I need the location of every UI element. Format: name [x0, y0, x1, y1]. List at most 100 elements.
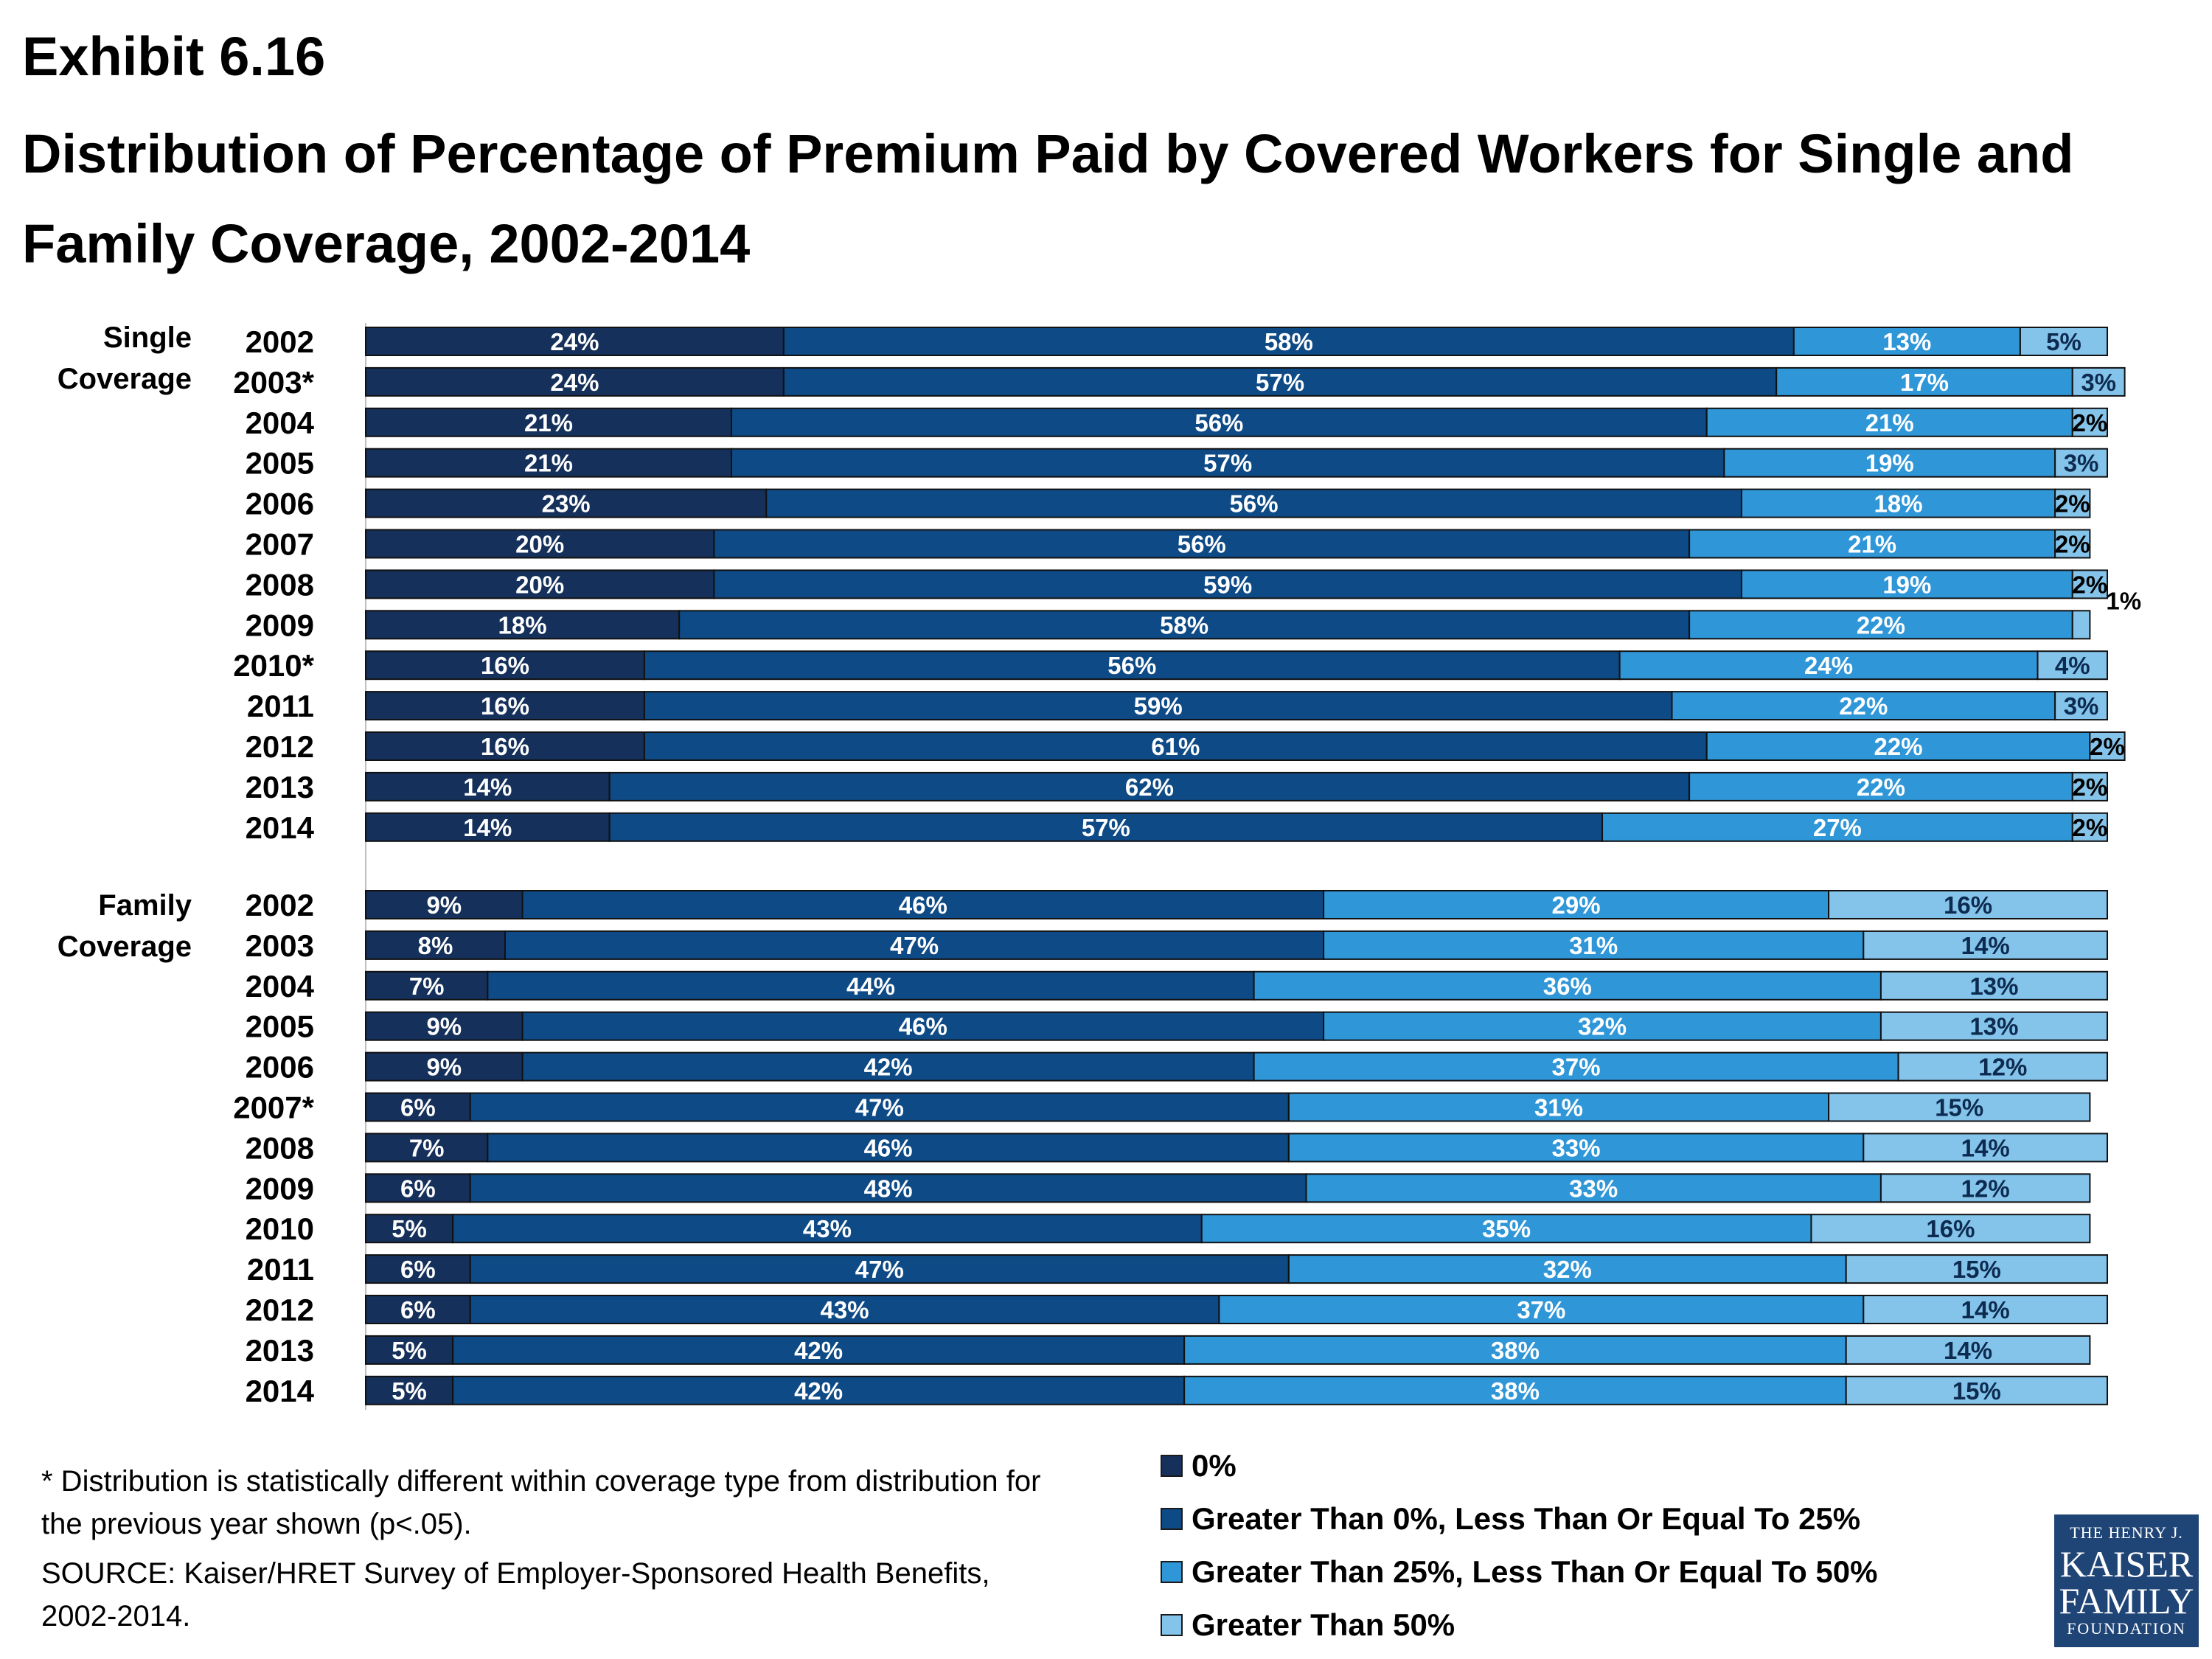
data-label: 15%	[1952, 1256, 2001, 1283]
data-label: 43%	[803, 1215, 852, 1242]
data-label: 9%	[426, 891, 462, 919]
data-label: 2%	[2090, 733, 2125, 760]
data-label: 14%	[463, 773, 512, 801]
bar-segment	[1792, 327, 2021, 356]
legend-label: Greater Than 50%	[1192, 1607, 1455, 1642]
year-tick-label: 2008	[246, 1130, 314, 1165]
data-label: 58%	[1160, 611, 1208, 639]
data-label: 42%	[864, 1054, 913, 1081]
bar-segment	[1863, 930, 2109, 960]
data-label: 13%	[1969, 973, 2018, 1000]
year-tick-label: 2008	[246, 567, 314, 602]
data-label: 46%	[899, 1013, 947, 1040]
bar-segment	[1775, 366, 2073, 397]
data-label: 6%	[400, 1296, 436, 1324]
data-label: 18%	[498, 611, 547, 639]
bar-segment	[2089, 731, 2126, 761]
bar-segment	[643, 731, 1708, 761]
year-tick-label: 2004	[246, 406, 315, 440]
logo-line: FAMILY	[2059, 1580, 2194, 1621]
data-label: 38%	[1491, 1377, 1540, 1405]
bar-segment	[731, 407, 1708, 437]
bar-segment	[365, 970, 489, 1001]
bar-segment	[1323, 930, 1865, 960]
bar-segment	[487, 970, 1255, 1001]
bar-segment	[2054, 488, 2091, 518]
data-label: 61%	[1151, 733, 1200, 760]
year-tick-label: 2003	[246, 928, 314, 963]
data-label: 42%	[794, 1337, 843, 1364]
bar-segment	[365, 1133, 489, 1163]
year-tick-label: 2009	[246, 1171, 314, 1206]
bar-segment	[713, 529, 1691, 559]
legend: 0% Greater Than 0%, Less Than Or Equal T…	[1161, 1439, 1878, 1652]
data-label: 14%	[463, 814, 512, 841]
data-label: 31%	[1534, 1094, 1583, 1121]
data-label: 6%	[400, 1256, 436, 1283]
data-label: 57%	[1203, 450, 1252, 477]
data-label: 7%	[409, 1134, 445, 1161]
bar-segment	[365, 1214, 454, 1244]
data-label: 16%	[1944, 891, 1992, 919]
data-label: 21%	[1848, 531, 1896, 558]
year-tick-label: 2007*	[233, 1091, 314, 1125]
bar-segment	[1323, 890, 1830, 919]
bar-segment	[1879, 1011, 2108, 1041]
year-tick-label: 2005	[246, 1009, 314, 1044]
bar-segment	[643, 691, 1673, 721]
data-label: 35%	[1482, 1215, 1531, 1242]
bar-segment	[1253, 1051, 1899, 1082]
data-label: 13%	[1969, 1013, 2018, 1040]
bar-segment	[365, 731, 645, 761]
bar-segment	[1897, 1051, 2109, 1082]
bar-segment	[1305, 1173, 1882, 1203]
data-label: 5%	[392, 1215, 427, 1242]
stacked-bar-chart: 2002 24% 58% 13% 5% 2003* 24% 57% 17% 3% 2004 21% 56…	[233, 323, 2141, 1410]
data-label: 47%	[855, 1256, 904, 1283]
logo-line: KAISER	[2059, 1543, 2194, 1585]
data-label: 44%	[846, 973, 895, 1000]
data-label: 56%	[1194, 409, 1243, 437]
data-label: 24%	[550, 369, 599, 396]
data-label: 48%	[864, 1175, 913, 1202]
data-label: 37%	[1517, 1296, 1565, 1324]
bar-segment	[469, 1295, 1220, 1324]
data-label: 2%	[2073, 409, 2108, 437]
data-label: 14%	[1944, 1337, 1992, 1364]
bar-segment	[1863, 1133, 2109, 1163]
legend-item: Greater Than 25%, Less Than Or Equal To …	[1161, 1545, 1878, 1599]
bar-segment	[521, 1051, 1255, 1082]
bar-segment	[643, 650, 1621, 681]
bar-segment	[1218, 1295, 1865, 1324]
data-label: 43%	[821, 1296, 869, 1324]
year-tick-label: 2012	[246, 1293, 314, 1327]
bar-segment	[504, 930, 1325, 960]
bar-segment	[1287, 1133, 1865, 1163]
data-label: 24%	[550, 328, 599, 355]
bar-segment	[2071, 771, 2109, 801]
bar-segment	[2071, 610, 2091, 640]
bar-segment	[365, 930, 506, 960]
data-label: 18%	[1874, 490, 1923, 518]
data-label: 12%	[1961, 1175, 2010, 1202]
year-tick-label: 2002	[246, 888, 314, 922]
year-tick-label: 2003*	[233, 365, 314, 400]
data-label: 8%	[418, 932, 453, 959]
data-label: 1%	[2106, 587, 2141, 614]
data-label: 2%	[2073, 814, 2108, 841]
legend-item: Greater Than 50%	[1161, 1599, 1878, 1652]
bar-segment	[2054, 691, 2108, 721]
bar-segment	[365, 529, 715, 559]
bar-segment	[365, 890, 524, 919]
bar-segment	[452, 1214, 1203, 1244]
bar-segment	[2071, 569, 2109, 599]
bar-segment	[452, 1375, 1186, 1405]
data-label: 32%	[1578, 1013, 1627, 1040]
legend-label: 0%	[1192, 1448, 1237, 1483]
data-label: 14%	[1961, 932, 2010, 959]
bar-segment	[2071, 366, 2126, 397]
bar-segment	[1740, 488, 2056, 518]
data-label: 24%	[1804, 652, 1853, 679]
data-label: 17%	[1900, 369, 1949, 396]
data-label: 22%	[1857, 773, 1905, 801]
